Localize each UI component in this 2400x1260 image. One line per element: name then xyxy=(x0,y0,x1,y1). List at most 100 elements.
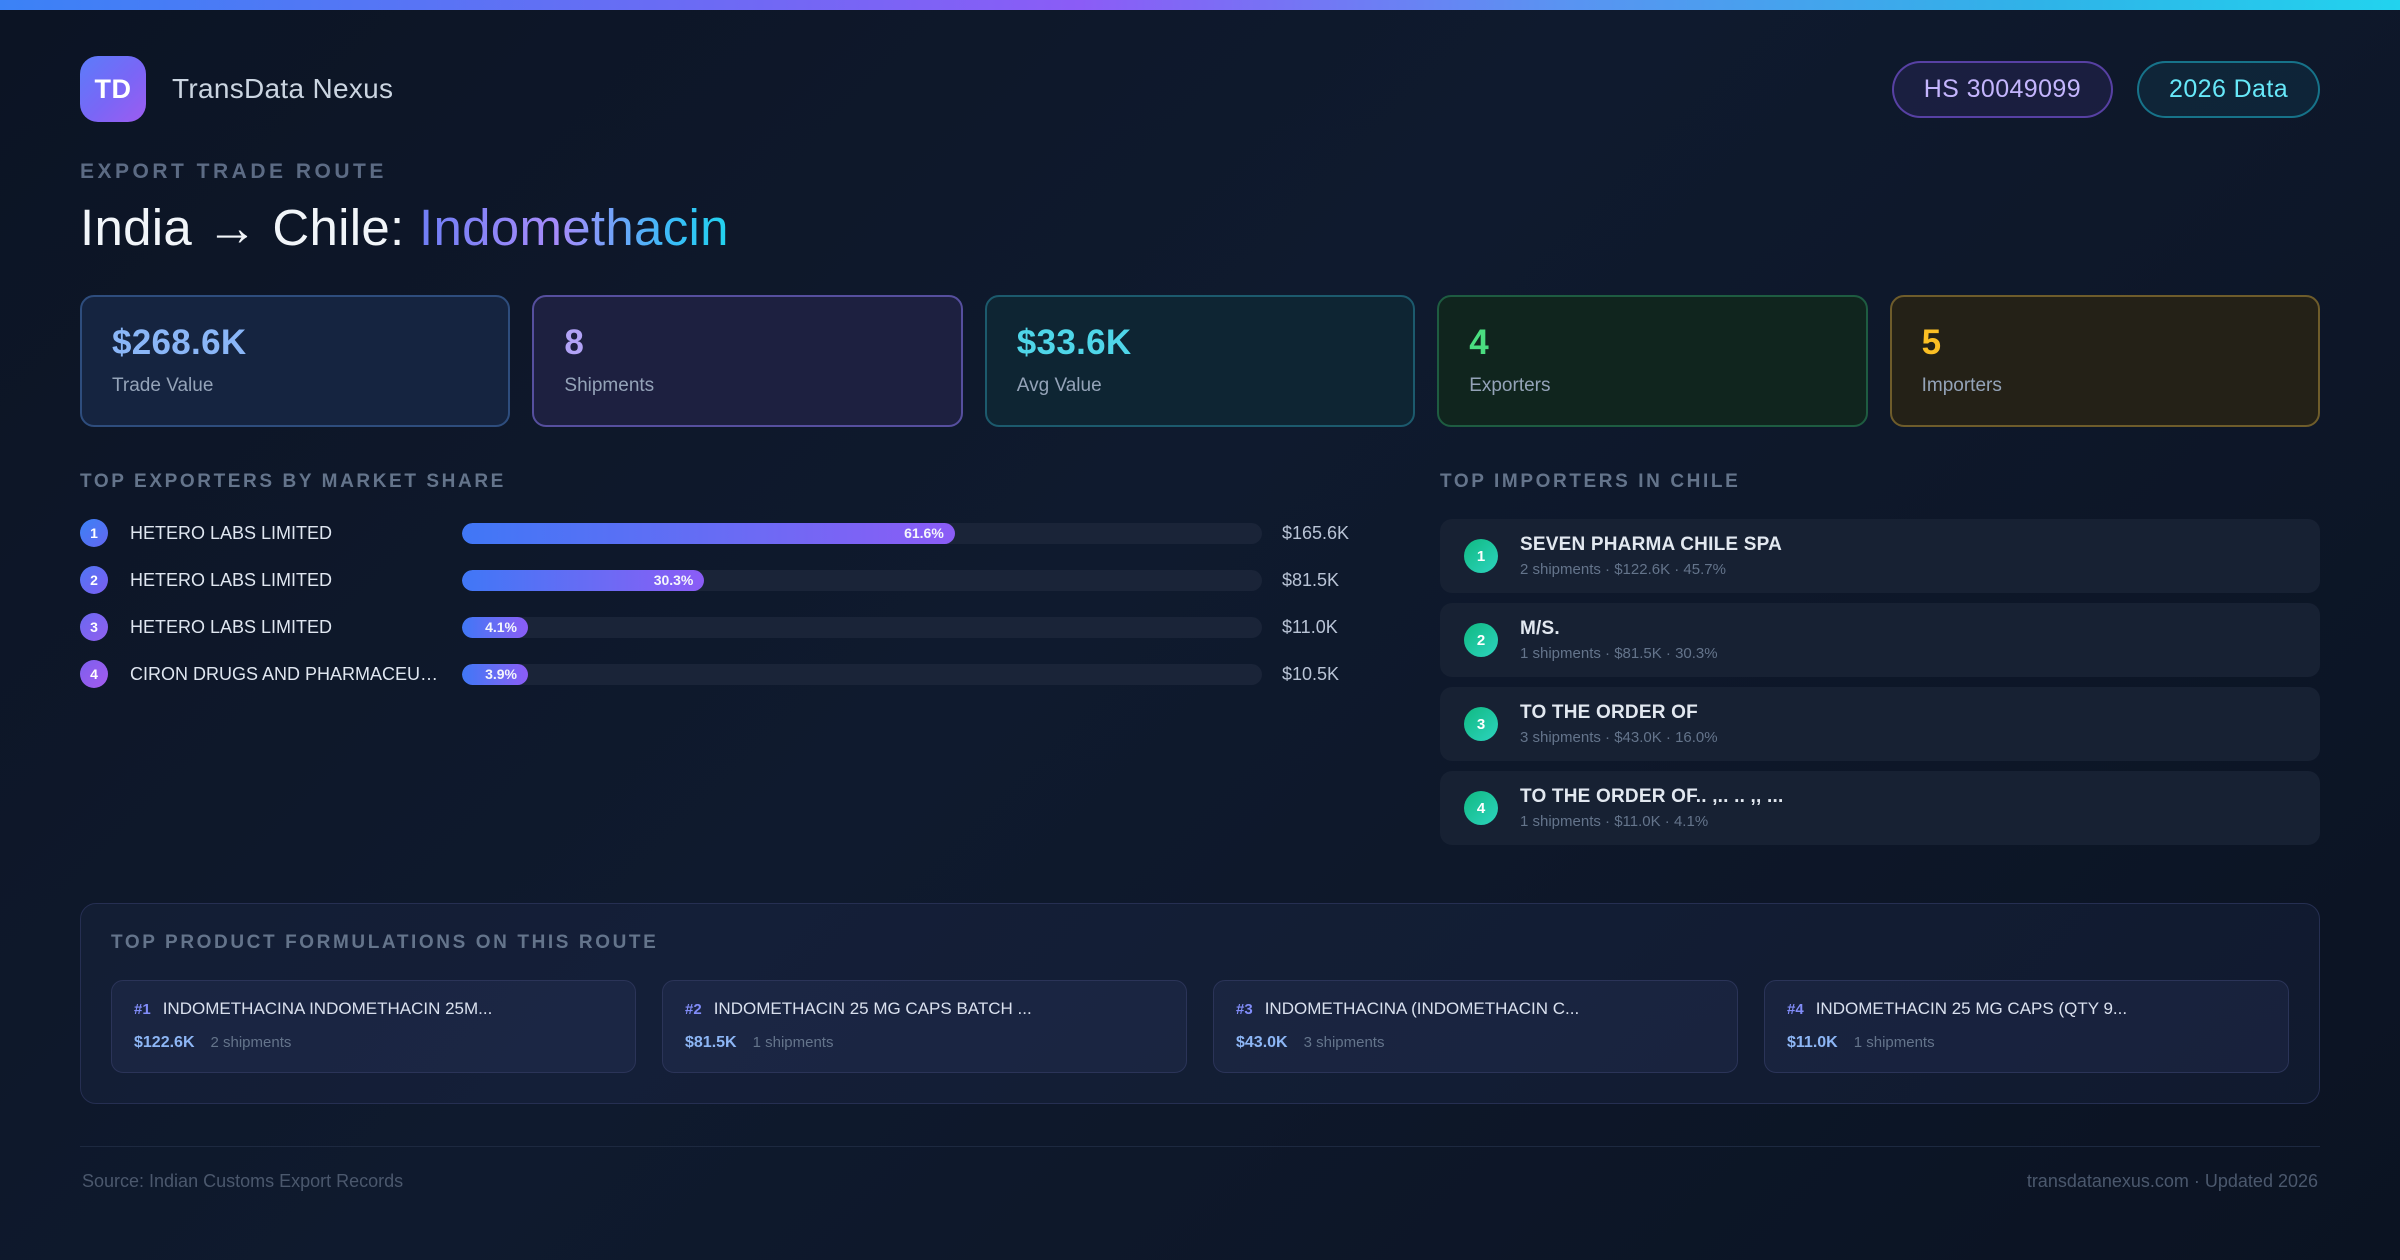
exporter-value: $81.5K xyxy=(1282,569,1340,590)
market-share-bar-fill: 30.3% xyxy=(462,569,705,591)
exporter-row: 1 HETERO LABS LIMITED 61.6% $165.6K xyxy=(80,519,1378,547)
market-share-bar-fill: 3.9% xyxy=(462,663,528,685)
formulation-top: #4 INDOMETHACIN 25 MG CAPS (QTY 9... xyxy=(1787,999,2266,1019)
formulation-name: INDOMETHACINA INDOMETHACIN 25M... xyxy=(162,999,493,1018)
rank-badge: 4 xyxy=(1464,791,1498,825)
columns: TOP EXPORTERS BY MARKET SHARE 1 HETERO L… xyxy=(80,471,2320,855)
top-accent-bar xyxy=(0,0,2400,10)
exporter-value: $165.6K xyxy=(1282,522,1350,543)
formulation-value: $43.0K xyxy=(1236,1034,1288,1051)
eyebrow-label: EXPORT TRADE ROUTE xyxy=(80,160,387,183)
formulation-shipments: 1 shipments xyxy=(752,1034,834,1051)
formulation-name: INDOMETHACIN 25 MG CAPS (QTY 9... xyxy=(1815,999,2128,1018)
stat-card-importers: 5 Importers xyxy=(1889,295,2320,427)
formulation-top: #3 INDOMETHACINA (INDOMETHACIN C... xyxy=(1236,999,1715,1019)
market-share-bar-track: 4.1% xyxy=(462,616,1262,638)
importer-name: TO THE ORDER OF xyxy=(1520,702,1698,723)
stat-card-exporters: 4 Exporters xyxy=(1437,295,1868,427)
importer-card: 3 TO THE ORDER OF 3 shipments · $43.0K ·… xyxy=(1440,687,2320,761)
stat-value: 4 xyxy=(1469,323,1489,362)
formulation-shipments: 2 shipments xyxy=(210,1034,292,1051)
market-share-percent: 4.1% xyxy=(485,619,517,635)
importer-card: 4 TO THE ORDER OF.. ,.. .. ,, ... 1 ship… xyxy=(1440,771,2320,845)
formulation-value: $81.5K xyxy=(685,1034,737,1051)
exporter-name: HETERO LABS LIMITED xyxy=(130,522,333,543)
stat-label: Trade Value xyxy=(112,375,214,396)
market-share-percent: 3.9% xyxy=(485,666,517,682)
formulation-bottom: $11.0K 1 shipments xyxy=(1787,1034,2266,1052)
title-product: Indomethacin xyxy=(419,199,729,256)
formulation-rank: #4 xyxy=(1787,1001,1804,1018)
formulations-heading: TOP PRODUCT FORMULATIONS ON THIS ROUTE xyxy=(111,932,659,953)
rank-badge: 2 xyxy=(1464,623,1498,657)
market-share-percent: 61.6% xyxy=(904,525,944,541)
data-year-badge: 2026 Data xyxy=(2137,60,2320,118)
formulation-bottom: $43.0K 3 shipments xyxy=(1236,1034,1715,1052)
importer-meta: 1 shipments · $81.5K · 30.3% xyxy=(1520,645,1718,662)
formulation-top: #1 INDOMETHACINA INDOMETHACIN 25M... xyxy=(134,999,613,1019)
market-share-bar-track: 3.9% xyxy=(462,663,1262,685)
importer-info: SEVEN PHARMA CHILE SPA 2 shipments · $12… xyxy=(1520,534,1782,578)
formulation-value: $11.0K xyxy=(1787,1034,1838,1051)
market-share-bar-track: 61.6% xyxy=(462,522,1262,544)
importers-section: TOP IMPORTERS IN CHILE 1 SEVEN PHARMA CH… xyxy=(1440,471,2320,855)
stat-card-avg-value: $33.6K Avg Value xyxy=(984,295,1416,427)
footer-site: transdatanexus.com · Updated 2026 xyxy=(2026,1171,2318,1191)
footer-source: Source: Indian Customs Export Records xyxy=(82,1171,404,1191)
stat-value: 8 xyxy=(564,323,585,362)
stat-value: $33.6K xyxy=(1016,323,1132,362)
importer-info: TO THE ORDER OF.. ,.. .. ,, ... 1 shipme… xyxy=(1520,786,1783,830)
formulation-name: INDOMETHACINA (INDOMETHACIN C... xyxy=(1264,999,1580,1018)
formulation-bottom: $81.5K 1 shipments xyxy=(685,1034,1164,1052)
formulation-bottom: $122.6K 2 shipments xyxy=(134,1034,613,1052)
importer-name: SEVEN PHARMA CHILE SPA xyxy=(1520,534,1782,555)
exporter-value: $10.5K xyxy=(1282,663,1340,684)
exporter-row: 2 HETERO LABS LIMITED 30.3% $81.5K xyxy=(80,566,1378,594)
exporter-value: $11.0K xyxy=(1282,616,1338,637)
footer: Source: Indian Customs Export Records tr… xyxy=(80,1146,2320,1192)
stat-label: Avg Value xyxy=(1016,375,1102,396)
formulation-card: #2 INDOMETHACIN 25 MG CAPS BATCH ... $81… xyxy=(662,980,1187,1073)
page-title: India → Chile: Indomethacin xyxy=(80,198,2320,257)
formulation-value: $122.6K xyxy=(134,1034,195,1051)
hs-code-badge: HS 30049099 xyxy=(1891,60,2114,118)
formulation-rank: #1 xyxy=(134,1001,151,1018)
exporter-name: HETERO LABS LIMITED xyxy=(130,616,333,637)
formulation-name: INDOMETHACIN 25 MG CAPS BATCH ... xyxy=(713,999,1032,1018)
importer-meta: 2 shipments · $122.6K · 45.7% xyxy=(1520,561,1726,578)
brand-name: TransData Nexus xyxy=(172,73,394,104)
importers-heading: TOP IMPORTERS IN CHILE xyxy=(1440,471,1741,492)
importer-info: M/S. 1 shipments · $81.5K · 30.3% xyxy=(1520,618,1718,662)
formulation-card: #3 INDOMETHACINA (INDOMETHACIN C... $43.… xyxy=(1213,980,1738,1073)
rank-badge: 1 xyxy=(80,519,108,547)
exporters-heading: TOP EXPORTERS BY MARKET SHARE xyxy=(80,471,506,492)
importer-name: M/S. xyxy=(1520,618,1560,639)
stat-cards: $268.6K Trade Value 8 Shipments $33.6K A… xyxy=(80,295,2320,427)
formulations-list: #1 INDOMETHACINA INDOMETHACIN 25M... $12… xyxy=(111,980,2289,1073)
logo-icon: TD xyxy=(80,56,146,122)
formulation-shipments: 3 shipments xyxy=(1303,1034,1385,1051)
rank-badge: 1 xyxy=(1464,539,1498,573)
stat-value: 5 xyxy=(1921,323,1942,362)
stat-card-trade-value: $268.6K Trade Value xyxy=(80,295,511,427)
market-share-percent: 30.3% xyxy=(653,572,694,588)
stat-label: Exporters xyxy=(1469,375,1551,396)
exporter-row: 4 CIRON DRUGS AND PHARMACEUT... 3.9% $10… xyxy=(80,660,1378,688)
brand[interactable]: TD TransData Nexus xyxy=(80,56,393,122)
exporter-row: 3 HETERO LABS LIMITED 4.1% $11.0K xyxy=(80,613,1378,641)
market-share-bar-fill: 61.6% xyxy=(462,522,955,544)
formulation-card: #4 INDOMETHACIN 25 MG CAPS (QTY 9... $11… xyxy=(1764,980,2289,1073)
stat-value: $268.6K xyxy=(112,323,247,362)
importer-meta: 1 shipments · $11.0K · 4.1% xyxy=(1520,813,1709,830)
formulation-shipments: 1 shipments xyxy=(1853,1034,1935,1051)
exporters-section: TOP EXPORTERS BY MARKET SHARE 1 HETERO L… xyxy=(80,471,1378,707)
market-share-bar-track: 30.3% xyxy=(462,569,1262,591)
formulation-rank: #3 xyxy=(1236,1001,1253,1018)
importer-card: 2 M/S. 1 shipments · $81.5K · 30.3% xyxy=(1440,603,2320,677)
header: TD TransData Nexus HS 30049099 2026 Data xyxy=(80,56,2320,122)
stat-label: Importers xyxy=(1921,375,2002,396)
formulation-top: #2 INDOMETHACIN 25 MG CAPS BATCH ... xyxy=(685,999,1164,1019)
market-share-bar-fill: 4.1% xyxy=(462,616,528,638)
formulations-panel: TOP PRODUCT FORMULATIONS ON THIS ROUTE #… xyxy=(80,903,2320,1104)
rank-badge: 3 xyxy=(1464,707,1498,741)
